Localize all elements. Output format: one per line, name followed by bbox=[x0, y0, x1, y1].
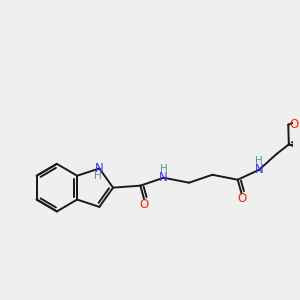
Text: O: O bbox=[237, 192, 246, 205]
Text: N: N bbox=[95, 162, 104, 175]
Text: N: N bbox=[255, 163, 263, 176]
Text: H: H bbox=[255, 156, 263, 166]
Text: O: O bbox=[140, 198, 149, 211]
Text: H: H bbox=[94, 171, 102, 181]
Text: N: N bbox=[159, 171, 168, 184]
Text: H: H bbox=[160, 164, 168, 174]
Text: O: O bbox=[290, 118, 299, 131]
